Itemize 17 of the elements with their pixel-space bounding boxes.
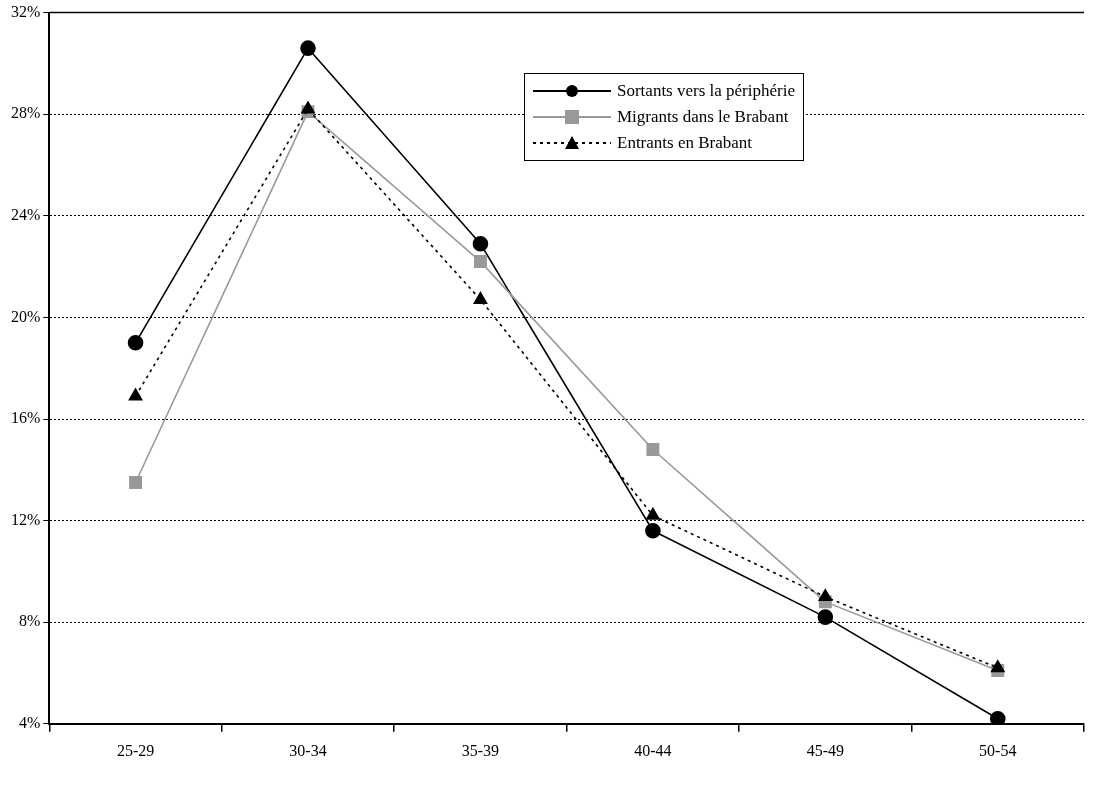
x-tick-label: 40-44 <box>634 741 672 759</box>
y-tick-label: 12% <box>11 510 41 528</box>
x-tick-label: 50-54 <box>979 741 1017 759</box>
legend-label: Entrants en Brabant <box>617 132 753 153</box>
y-tick-label: 32% <box>11 2 41 20</box>
y-tick-label: 20% <box>11 307 41 325</box>
x-tick-label: 25-29 <box>116 741 155 759</box>
x-tick-label: 45-49 <box>806 741 844 759</box>
legend-label: Migrants dans le Brabant <box>617 106 789 127</box>
y-tick-label: 8% <box>19 612 41 630</box>
y-tick-label: 16% <box>11 409 41 427</box>
x-tick-label: 35-39 <box>461 741 500 759</box>
y-tick-label: 4% <box>19 714 41 731</box>
y-tick-label: 24% <box>11 206 41 223</box>
legend-label: Sortants vers la périphérie <box>617 80 795 101</box>
x-tick-label: 30-34 <box>289 741 327 759</box>
y-tick-label: 28% <box>11 104 41 122</box>
